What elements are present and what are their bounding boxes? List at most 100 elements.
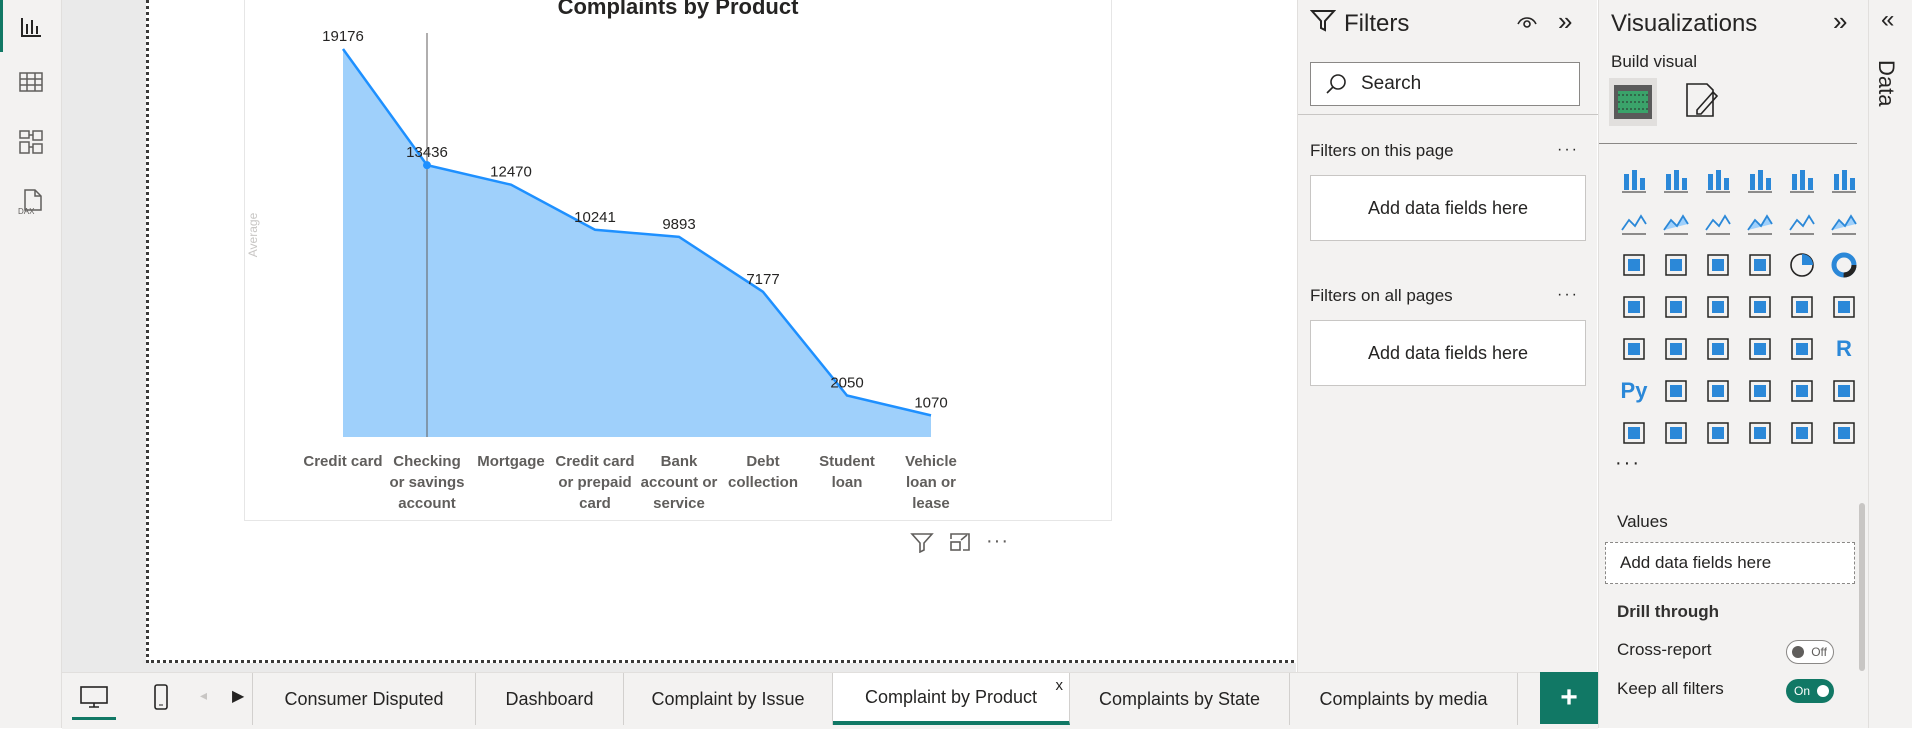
- 100-column-visual-icon[interactable]: [1823, 160, 1865, 202]
- clustered-column-visual-icon[interactable]: [1739, 160, 1781, 202]
- visual-type-gallery: R Py: [1613, 160, 1865, 454]
- eye-icon[interactable]: [1516, 13, 1538, 31]
- mobile-icon: [154, 684, 168, 710]
- build-visual-tab[interactable]: [1609, 78, 1657, 126]
- filter-icon[interactable]: [910, 531, 934, 553]
- decomposition-tree-visual-icon[interactable]: [1697, 370, 1739, 412]
- filters-on-this-page-label: Filters on this page: [1310, 141, 1454, 160]
- area-chart[interactable]: Average 19176 13436 12470 10241 9893 7177 2050…: [245, 0, 1111, 520]
- page-tab-bar: ◂ ▶ Consumer Disputed Dashboard Complain…: [62, 672, 1598, 729]
- power-automate-visual-icon[interactable]: [1781, 412, 1823, 454]
- area-chart-visual[interactable]: Complaints by Product Average 19176 13436…: [244, 0, 1112, 521]
- tab-dashboard[interactable]: Dashboard: [476, 673, 624, 725]
- azure-map-visual-icon[interactable]: [1739, 286, 1781, 328]
- close-tab-icon[interactable]: x: [1055, 677, 1064, 694]
- keep-all-filters-toggle[interactable]: On: [1786, 679, 1834, 703]
- 100-area-visual-icon[interactable]: [1739, 202, 1781, 244]
- narrative-visual-icon[interactable]: [1781, 370, 1823, 412]
- x-tick-line: account: [398, 495, 456, 512]
- cross-report-toggle[interactable]: Off: [1786, 640, 1834, 664]
- values-label: Values: [1617, 512, 1668, 531]
- dax-query-view-button[interactable]: DAX: [0, 176, 61, 228]
- focus-mode-icon[interactable]: [948, 531, 972, 553]
- filters-all-pages-well[interactable]: Add data fields here: [1310, 320, 1586, 386]
- previous-page-icon[interactable]: ◂: [200, 687, 208, 703]
- x-tick-line: service: [653, 495, 705, 512]
- tab-complaint-by-product[interactable]: Complaint by Product x: [833, 673, 1070, 725]
- tab-complaints-by-media[interactable]: Complaints by media: [1290, 673, 1518, 725]
- tab-complaints-by-state[interactable]: Complaints by State: [1070, 673, 1290, 725]
- table-view-button[interactable]: [0, 56, 61, 108]
- donut-visual-icon[interactable]: [1823, 244, 1865, 286]
- chart-title: Complaints by Product: [557, 0, 799, 19]
- scatter-visual-icon[interactable]: [1739, 244, 1781, 286]
- funnel-visual-icon[interactable]: [1697, 244, 1739, 286]
- report-page[interactable]: Complaints by Product Average 19176 13436…: [146, 0, 1336, 663]
- build-visual-label: Build visual: [1611, 52, 1697, 71]
- next-page-icon[interactable]: ▶: [232, 688, 245, 705]
- desktop-layout-button[interactable]: [72, 677, 116, 720]
- slicer-new-visual-icon[interactable]: [1697, 412, 1739, 454]
- multi-row-card-visual-icon[interactable]: [1613, 328, 1655, 370]
- collapse-filters-icon[interactable]: »: [1558, 6, 1573, 36]
- paginated-visual-icon[interactable]: [1613, 412, 1655, 454]
- power-apps-visual-icon[interactable]: [1739, 412, 1781, 454]
- goals-visual-icon[interactable]: [1823, 370, 1865, 412]
- card-new-visual-icon[interactable]: [1655, 412, 1697, 454]
- tab-consumer-disputed[interactable]: Consumer Disputed: [253, 673, 476, 725]
- matrix-visual-icon[interactable]: [1781, 328, 1823, 370]
- mobile-layout-button[interactable]: [146, 677, 176, 717]
- filled-map-visual-icon[interactable]: [1697, 286, 1739, 328]
- viz-scrollbar[interactable]: [1859, 503, 1865, 671]
- more-options-icon[interactable]: ···: [1557, 286, 1579, 303]
- qa-visual-icon[interactable]: [1739, 370, 1781, 412]
- filters-this-page-well[interactable]: Add data fields here: [1310, 175, 1586, 241]
- x-tick-label: Mortgage: [477, 453, 545, 470]
- area-visual-icon[interactable]: [1655, 202, 1697, 244]
- key-influencers-visual-icon[interactable]: [1655, 370, 1697, 412]
- x-tick-line: Mortgage: [477, 453, 545, 470]
- table-visual-icon[interactable]: [1739, 328, 1781, 370]
- values-well[interactable]: Add data fields here: [1605, 542, 1855, 584]
- kpi-visual-icon[interactable]: [1655, 328, 1697, 370]
- card-visual-icon[interactable]: [1823, 286, 1865, 328]
- gauge-visual-icon[interactable]: [1781, 286, 1823, 328]
- expand-data-icon[interactable]: «: [1881, 6, 1895, 33]
- treemap-visual-icon[interactable]: [1613, 286, 1655, 328]
- model-view-button[interactable]: [0, 116, 61, 168]
- r-script-visual-icon[interactable]: R: [1836, 336, 1852, 361]
- ribbon-visual-icon[interactable]: [1613, 244, 1655, 286]
- stacked-area-visual-icon[interactable]: [1697, 202, 1739, 244]
- line-column-visual-icon[interactable]: [1781, 202, 1823, 244]
- add-page-button[interactable]: +: [1540, 672, 1598, 724]
- slicer-visual-icon[interactable]: [1697, 328, 1739, 370]
- line-clustered-visual-icon[interactable]: [1823, 202, 1865, 244]
- x-tick-line: loan: [832, 474, 863, 491]
- more-visuals-icon[interactable]: ···: [1615, 452, 1641, 474]
- divider: [1599, 143, 1857, 144]
- 100-bar-visual-icon[interactable]: [1781, 160, 1823, 202]
- x-tick-label: Bank account or service: [641, 453, 718, 512]
- map-visual-icon[interactable]: [1655, 286, 1697, 328]
- data-pane-collapsed[interactable]: « Data: [1868, 0, 1912, 728]
- pie-visual-icon[interactable]: [1781, 244, 1823, 286]
- collapse-visualizations-icon[interactable]: »: [1833, 6, 1848, 36]
- stacked-bar-visual-icon[interactable]: [1613, 160, 1655, 202]
- python-visual-icon[interactable]: Py: [1620, 378, 1648, 403]
- build-visual-icon: [1614, 85, 1652, 119]
- stacked-column-visual-icon[interactable]: [1655, 160, 1697, 202]
- bar-chart-icon: [20, 18, 41, 37]
- more-options-icon[interactable]: ···: [986, 530, 1009, 552]
- keep-all-filters-label: Keep all filters: [1617, 679, 1724, 698]
- report-view-button[interactable]: [0, 0, 61, 52]
- waterfall-visual-icon[interactable]: [1655, 244, 1697, 286]
- more-arrows-visual-icon[interactable]: [1823, 412, 1865, 454]
- data-label: 19176: [322, 28, 364, 45]
- more-options-icon[interactable]: ···: [1557, 141, 1579, 158]
- clustered-bar-visual-icon[interactable]: [1697, 160, 1739, 202]
- filters-search-input[interactable]: Search: [1310, 62, 1580, 106]
- tab-complaint-by-issue[interactable]: Complaint by Issue: [624, 673, 833, 725]
- format-visual-tab[interactable]: [1683, 80, 1723, 125]
- line-visual-icon[interactable]: [1613, 202, 1655, 244]
- divider: [1298, 114, 1598, 115]
